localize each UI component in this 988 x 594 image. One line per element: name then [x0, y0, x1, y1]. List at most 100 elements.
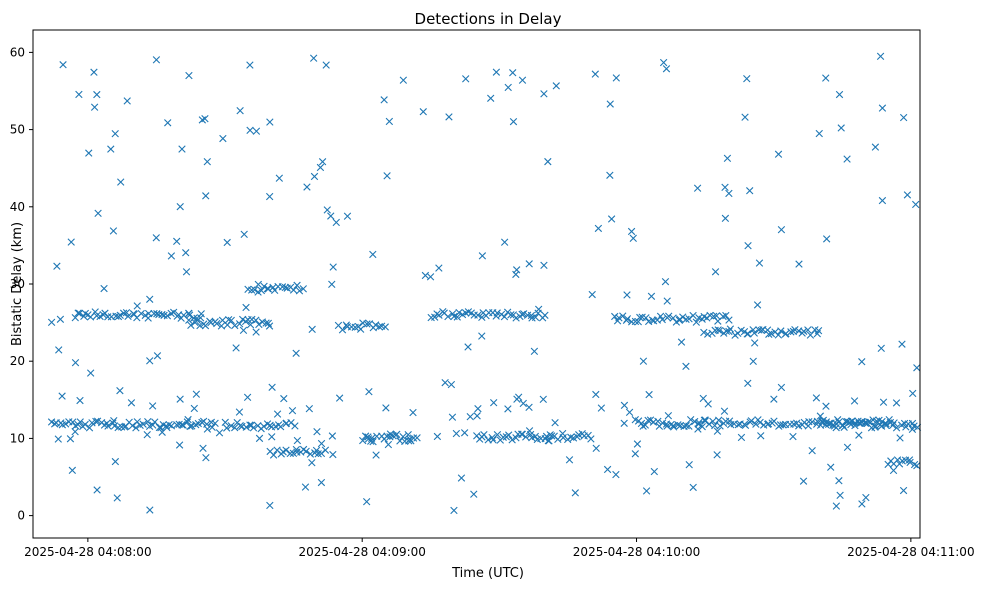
- data-point-271: [488, 433, 496, 442]
- x-axis-label: Time (UTC): [451, 566, 524, 581]
- data-point-774: [725, 189, 733, 198]
- data-point-557: [808, 446, 816, 455]
- data-point-185: [306, 450, 315, 458]
- y-tick-label-0: 0: [17, 509, 25, 523]
- data-point-151: [255, 320, 263, 329]
- data-point-311: [623, 315, 632, 323]
- data-point-368: [695, 418, 703, 427]
- data-point-691: [153, 352, 162, 360]
- data-point-646: [433, 432, 442, 441]
- data-point-770: [544, 437, 552, 445]
- data-point-626: [591, 70, 599, 78]
- data-point-12: [81, 420, 89, 429]
- data-point-543: [55, 346, 63, 354]
- data-point-273: [493, 431, 502, 439]
- data-point-159: [254, 280, 262, 289]
- data-point-524: [822, 74, 830, 82]
- data-point-601: [877, 344, 885, 352]
- data-point-629: [182, 249, 190, 257]
- data-point-621: [47, 318, 56, 326]
- data-point-49: [188, 422, 196, 430]
- data-point-579: [86, 369, 95, 377]
- data-point-758: [409, 408, 417, 417]
- data-point-761: [711, 268, 720, 276]
- data-point-203: [371, 321, 380, 329]
- data-point-810: [597, 404, 606, 412]
- data-point-600: [755, 259, 764, 267]
- data-point-671: [913, 364, 921, 372]
- data-point-796: [152, 234, 160, 242]
- data-point-595: [816, 412, 825, 420]
- data-point-728: [308, 458, 316, 467]
- data-point-596: [323, 206, 331, 214]
- data-point-773: [843, 443, 852, 452]
- data-point-469: [804, 326, 812, 334]
- data-point-565: [757, 432, 765, 440]
- data-point-491: [865, 417, 873, 426]
- data-point-663: [713, 427, 722, 435]
- data-point-279: [512, 434, 520, 442]
- data-point-10: [76, 418, 84, 426]
- data-point-296: [559, 433, 567, 442]
- data-point-443: [726, 325, 735, 333]
- data-point-480: [832, 423, 840, 432]
- data-point-682: [273, 410, 282, 418]
- data-point-677: [203, 157, 211, 166]
- data-point-397: [779, 421, 787, 429]
- data-point-463: [787, 328, 795, 336]
- data-point-756: [744, 242, 752, 250]
- data-point-678: [240, 230, 248, 238]
- data-point-98: [116, 311, 124, 319]
- data-point-603: [369, 250, 377, 259]
- data-point-689: [201, 115, 209, 123]
- data-point-776: [266, 118, 274, 126]
- data-point-680: [313, 427, 321, 436]
- data-point-706: [539, 395, 547, 404]
- data-point-739: [744, 379, 752, 387]
- data-point-676: [713, 451, 721, 459]
- data-point-654: [54, 435, 62, 443]
- data-point-101: [124, 312, 132, 321]
- data-point-232: [444, 312, 452, 321]
- data-point-597: [721, 183, 729, 191]
- data-point-560: [633, 440, 642, 448]
- data-point-331: [682, 315, 690, 324]
- data-point-640: [246, 126, 254, 134]
- data-point-260: [527, 311, 536, 320]
- data-point-720: [109, 227, 118, 235]
- data-point-549: [693, 184, 702, 192]
- data-point-590: [743, 75, 751, 83]
- data-point-649: [770, 395, 778, 403]
- data-point-542: [631, 450, 639, 458]
- data-point-500: [890, 419, 898, 427]
- data-point-791: [199, 444, 207, 452]
- data-point-305: [587, 435, 595, 443]
- data-point-583: [254, 288, 262, 296]
- data-point-743: [58, 392, 66, 400]
- data-point-16: [93, 417, 102, 425]
- x-tick-label-1: 2025-04-28 04:09:00: [298, 545, 425, 559]
- data-point-553: [525, 260, 533, 268]
- data-point-708: [75, 90, 83, 99]
- data-point-798: [620, 401, 629, 410]
- data-point-544: [113, 494, 121, 502]
- y-tick-label-60: 60: [10, 45, 25, 59]
- data-point-57: [211, 419, 219, 428]
- data-point-711: [889, 466, 898, 475]
- data-point-330: [679, 313, 687, 321]
- data-point-375: [716, 422, 724, 430]
- data-point-198: [356, 325, 365, 333]
- data-point-694: [795, 260, 803, 268]
- data-point-578: [612, 470, 620, 479]
- data-point-207: [359, 436, 367, 445]
- data-point-719: [232, 344, 240, 352]
- data-point-748: [53, 262, 61, 270]
- data-point-717: [362, 498, 371, 506]
- data-point-750: [202, 192, 210, 200]
- data-point-738: [215, 429, 224, 437]
- data-point-710: [448, 413, 457, 421]
- data-point-753: [661, 277, 670, 286]
- data-point-800: [525, 427, 534, 435]
- data-point-746: [603, 465, 612, 474]
- data-point-778: [133, 302, 141, 310]
